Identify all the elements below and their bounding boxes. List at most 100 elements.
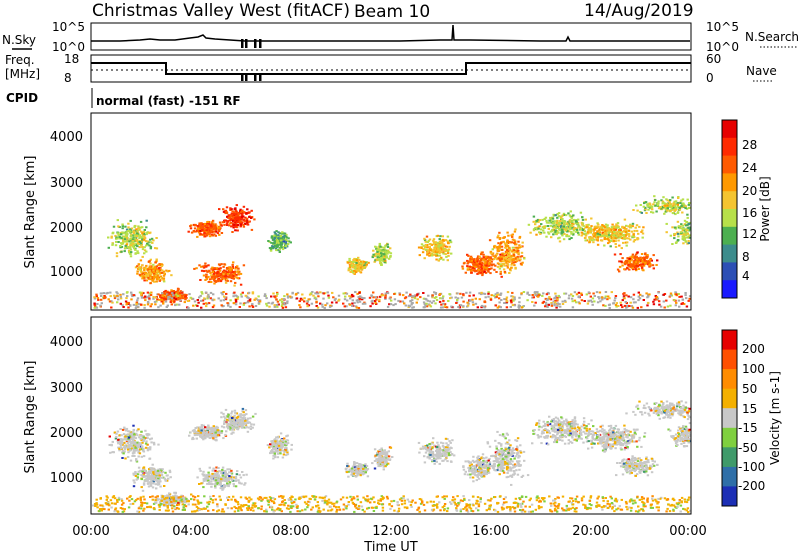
scatter-cell [133,455,136,457]
scatter-cell [553,301,557,304]
scatter-cell [481,261,484,264]
scatter-cell [440,241,444,244]
scatter-cell [523,257,526,260]
scatter-cell [626,233,630,235]
scatter-cell [192,304,195,307]
scatter-cell [605,235,608,238]
scatter-cell [369,305,372,308]
scatter-cell [234,209,237,212]
scatter-cell [537,294,541,297]
scatter-cell [656,259,659,262]
scatter-cell [142,483,146,486]
power-ylabel: Slant Range [km] [23,156,38,269]
scatter-cell [328,305,332,308]
scatter-cell [136,245,139,248]
scatter-cell [683,238,686,241]
scatter-cell [128,240,131,243]
scatter-cell [430,243,433,246]
scatter-cell [448,293,451,296]
scatter-cell [156,270,159,273]
scatter-cell [607,227,610,230]
scatter-cell [149,258,152,261]
scatter-cell [319,291,322,294]
scatter-cell [383,256,386,259]
scatter-cell [489,259,492,261]
scatter-cell [669,292,673,295]
scatter-cell [430,254,434,257]
scatter-cell [620,304,623,307]
scatter-cell [212,272,215,275]
scatter-cell [678,295,681,298]
scatter-cell [502,268,506,271]
scatter-cell [482,258,486,261]
scatter-cell [139,437,142,440]
scatter-cell [424,304,427,307]
scatter-cell [166,304,169,307]
scatter-cell [242,218,246,221]
scatter-cell [506,231,509,234]
scatter-cell [136,272,139,275]
scatter-cell [646,204,649,207]
nsearch-tick-bottom: 10^0 [706,40,739,54]
scatter-cell [669,210,672,213]
scatter-cell [510,254,513,257]
scatter-cell [187,306,190,309]
scatter-cell [144,299,147,302]
scatter-cell [554,214,557,217]
scatter-cell [149,262,152,265]
scatter-cell [222,437,225,440]
scatter-cell [616,231,619,234]
scatter-cell [232,261,235,264]
scatter-cell [598,228,601,231]
scatter-cell [171,495,175,498]
scatter-cell [592,230,595,233]
scatter-cell [646,203,649,206]
scatter-cell [435,296,438,299]
scatter-cell [232,274,235,277]
scatter-cell [486,269,489,272]
scatter-cell [231,210,234,213]
scatter-cell [246,296,249,299]
nsky-panel-frame [90,22,692,51]
scatter-cell [355,306,359,309]
scatter-cell [220,278,224,281]
scatter-cell [534,226,537,229]
scatter-cell [562,238,566,241]
scatter-cell [545,221,549,224]
scatter-cell [534,294,537,297]
scatter-cell [207,275,210,278]
scatter-cell [688,206,691,209]
scatter-cell [158,471,161,473]
scatter-cell [168,492,171,495]
scatter-cell [130,291,133,294]
scatter-cell [688,234,691,237]
scatter-cell [535,221,538,224]
scatter-cell [166,290,169,293]
scatter-cell [606,224,609,227]
scatter-cell [107,236,110,239]
scatter-cell [512,255,516,258]
scatter-cell [535,233,538,236]
scatter-cell [561,218,564,220]
scatter-cell [95,306,99,309]
scatter-cell [112,225,116,228]
scatter-cell [174,298,178,301]
scatter-cell [658,303,661,306]
scatter-cell [548,297,551,300]
scatter-cell [439,247,442,250]
scatter-cell [586,302,590,305]
scatter-cell [377,257,381,260]
scatter-cell [588,231,592,234]
scatter-cell [361,266,365,269]
scatter-cell [381,294,384,297]
scatter-cell [671,226,674,229]
scatter-cell [650,205,654,208]
scatter-cell [637,260,641,263]
scatter-cell [610,230,613,233]
scatter-cell [488,239,492,242]
scatter-cell [595,236,598,239]
scatter-cell [130,298,133,301]
scatter-cell [239,293,243,296]
scatter-cell [274,234,277,237]
scatter-cell [365,263,368,266]
